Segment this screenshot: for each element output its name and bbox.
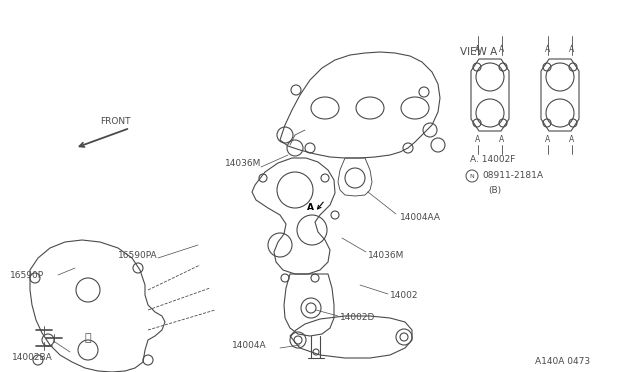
Text: A: A xyxy=(545,45,550,55)
Text: 14004AA: 14004AA xyxy=(400,214,441,222)
Text: A: A xyxy=(570,135,575,144)
Text: N: N xyxy=(470,173,474,179)
Text: 16590P: 16590P xyxy=(10,270,44,279)
Text: VIEW A: VIEW A xyxy=(460,47,497,57)
Text: FRONT: FRONT xyxy=(100,118,131,126)
Text: 14036M: 14036M xyxy=(368,250,404,260)
Text: A: A xyxy=(545,135,550,144)
Text: Ⓐ: Ⓐ xyxy=(84,333,92,343)
Text: 14002D: 14002D xyxy=(340,314,376,323)
Text: 14036M: 14036M xyxy=(225,158,261,167)
Text: 16590PA: 16590PA xyxy=(118,250,157,260)
Text: (B): (B) xyxy=(488,186,501,195)
Text: 14002: 14002 xyxy=(390,292,419,301)
Text: 08911-2181A: 08911-2181A xyxy=(482,171,543,180)
Text: A: A xyxy=(307,202,314,212)
Text: 14004A: 14004A xyxy=(232,340,267,350)
Text: 14002BA: 14002BA xyxy=(12,353,52,362)
Text: A: A xyxy=(476,135,481,144)
Text: A: A xyxy=(476,45,481,55)
Text: A140A 0473: A140A 0473 xyxy=(535,357,590,366)
Text: A: A xyxy=(499,45,504,55)
Text: A. 14002F: A. 14002F xyxy=(470,155,515,164)
Text: A: A xyxy=(570,45,575,55)
Text: A: A xyxy=(499,135,504,144)
